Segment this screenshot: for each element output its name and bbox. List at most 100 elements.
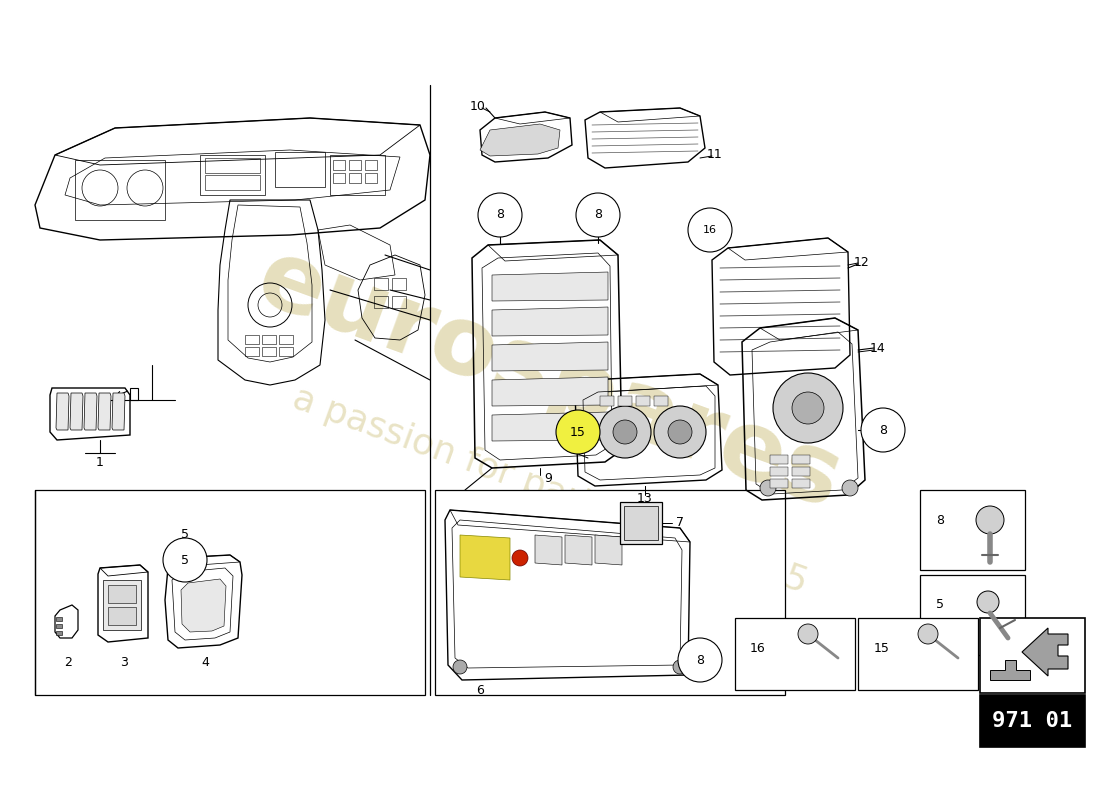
Bar — [980, 695, 1085, 747]
Text: 10: 10 — [470, 99, 486, 113]
Circle shape — [576, 193, 620, 237]
Bar — [333, 173, 345, 183]
Text: eurospares: eurospares — [245, 231, 855, 529]
Text: 14: 14 — [870, 342, 886, 354]
Text: 1: 1 — [96, 455, 103, 469]
Polygon shape — [56, 393, 69, 430]
Text: 4: 4 — [201, 655, 209, 669]
Circle shape — [773, 373, 843, 443]
Bar — [56, 624, 62, 628]
Text: 8: 8 — [696, 654, 704, 666]
Polygon shape — [565, 535, 592, 565]
Circle shape — [478, 193, 522, 237]
Polygon shape — [70, 393, 82, 430]
Text: 9: 9 — [544, 471, 552, 485]
Circle shape — [453, 660, 468, 674]
Bar — [245, 347, 258, 356]
Circle shape — [792, 392, 824, 424]
Bar — [792, 467, 810, 476]
Circle shape — [678, 638, 722, 682]
Bar — [624, 506, 658, 540]
Bar — [205, 175, 260, 190]
Bar — [205, 158, 260, 173]
Circle shape — [163, 538, 207, 582]
Bar — [636, 396, 650, 406]
Bar — [374, 278, 388, 290]
Text: 2: 2 — [64, 655, 72, 669]
Text: 5: 5 — [182, 529, 189, 542]
Polygon shape — [492, 307, 608, 336]
Circle shape — [977, 591, 999, 613]
Circle shape — [668, 420, 692, 444]
Circle shape — [556, 410, 600, 454]
Circle shape — [798, 624, 818, 644]
Polygon shape — [990, 660, 1030, 680]
Bar — [262, 335, 276, 344]
Bar — [108, 585, 136, 603]
Bar — [365, 160, 377, 170]
Bar — [333, 160, 345, 170]
Bar — [374, 296, 388, 308]
Polygon shape — [84, 393, 97, 430]
Bar — [792, 455, 810, 464]
Bar — [770, 479, 788, 488]
Bar — [920, 575, 1025, 655]
Text: 16: 16 — [703, 225, 717, 235]
Text: 13: 13 — [637, 491, 653, 505]
Polygon shape — [98, 393, 111, 430]
Bar — [735, 618, 855, 690]
Circle shape — [673, 660, 688, 674]
Text: 11: 11 — [707, 147, 723, 161]
Bar — [980, 618, 1085, 693]
Polygon shape — [112, 393, 125, 430]
Bar — [792, 479, 810, 488]
Text: 8: 8 — [594, 209, 602, 222]
Text: 3: 3 — [120, 655, 128, 669]
Circle shape — [654, 406, 706, 458]
Text: 7: 7 — [676, 517, 684, 530]
Polygon shape — [460, 535, 510, 580]
Bar — [130, 388, 138, 400]
Circle shape — [760, 480, 775, 496]
Circle shape — [918, 624, 938, 644]
Text: 6: 6 — [476, 683, 484, 697]
Text: 971 01: 971 01 — [992, 711, 1072, 731]
Bar — [770, 455, 788, 464]
Bar — [275, 152, 324, 187]
Text: 5: 5 — [936, 598, 944, 611]
Polygon shape — [182, 579, 225, 632]
Bar — [858, 618, 978, 690]
Text: 8: 8 — [879, 423, 887, 437]
Bar — [618, 396, 632, 406]
Bar — [330, 155, 385, 195]
Text: 5: 5 — [182, 554, 189, 566]
Text: 16: 16 — [750, 642, 766, 654]
Text: 15: 15 — [570, 426, 586, 438]
Circle shape — [861, 408, 905, 452]
Bar — [770, 467, 788, 476]
Bar — [279, 347, 293, 356]
Bar — [349, 173, 361, 183]
Bar — [620, 502, 662, 544]
Bar — [56, 617, 62, 621]
Bar — [920, 490, 1025, 570]
Bar — [262, 347, 276, 356]
Text: 12: 12 — [854, 255, 870, 269]
Bar — [279, 335, 293, 344]
Circle shape — [976, 506, 1004, 534]
Text: a passion for parts since 1985: a passion for parts since 1985 — [288, 381, 812, 599]
Polygon shape — [492, 412, 608, 441]
Bar — [108, 607, 136, 625]
Circle shape — [512, 550, 528, 566]
Polygon shape — [535, 535, 562, 565]
Text: 15: 15 — [874, 642, 890, 654]
Text: 8: 8 — [496, 209, 504, 222]
Bar — [349, 160, 361, 170]
Bar — [365, 173, 377, 183]
Bar — [434, 490, 785, 695]
Bar — [392, 296, 406, 308]
Text: 8: 8 — [936, 514, 944, 526]
Bar — [200, 155, 265, 195]
Polygon shape — [492, 377, 608, 406]
Polygon shape — [595, 535, 621, 565]
